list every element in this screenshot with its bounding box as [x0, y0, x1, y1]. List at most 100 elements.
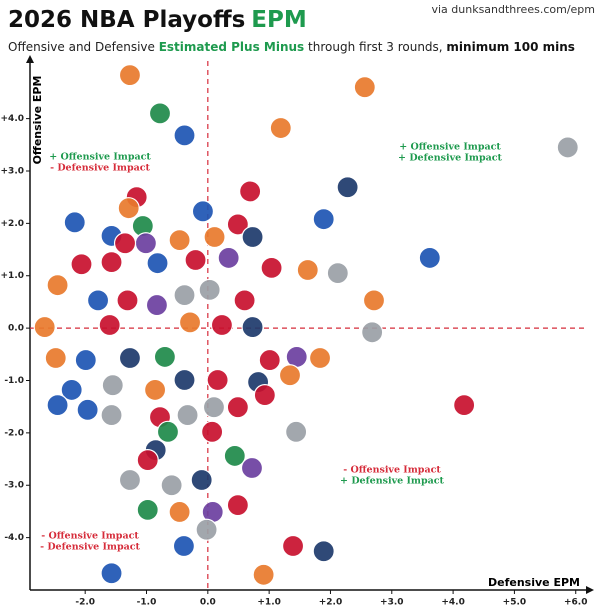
player-point	[101, 374, 124, 397]
player-point	[46, 274, 69, 297]
player-point	[252, 563, 275, 586]
player-point	[136, 498, 159, 521]
title-main: 2026 NBA Playoffs	[8, 7, 245, 33]
player-point	[453, 394, 476, 417]
player-point	[241, 315, 264, 339]
player-point	[98, 313, 121, 337]
player-point	[198, 278, 221, 301]
player-point	[116, 289, 139, 312]
player-point	[63, 211, 86, 234]
player-point	[168, 229, 191, 252]
quadrant-annotation: + Offensive Impact	[49, 152, 151, 163]
x-tick-label: +1.0	[257, 598, 280, 608]
player-point	[44, 346, 67, 370]
player-point	[190, 468, 213, 492]
player-point	[184, 248, 207, 272]
player-point	[118, 346, 142, 370]
player-point	[206, 368, 229, 392]
quadrant-annotation: + Offensive Impact	[399, 142, 501, 153]
player-point	[195, 518, 218, 541]
subtitle-part: Estimated Plus Minus	[159, 40, 305, 54]
player-point	[556, 136, 579, 159]
y-tick-label: +2.0	[1, 219, 24, 229]
player-point	[296, 258, 319, 282]
player-point	[191, 200, 215, 223]
player-point	[203, 225, 226, 249]
player-point	[33, 315, 56, 339]
y-tick-label: -2.0	[4, 428, 24, 438]
player-point	[118, 468, 142, 492]
player-point	[153, 345, 177, 369]
player-point	[172, 534, 196, 558]
player-point	[178, 311, 202, 334]
title-highlight: EPM	[251, 7, 306, 33]
quadrant-annotation: + Defensive Impact	[340, 476, 444, 487]
player-point	[173, 124, 196, 147]
player-point	[148, 102, 172, 125]
player-point	[312, 540, 335, 563]
subtitle-part: through first 3 rounds,	[304, 40, 446, 54]
player-point	[326, 262, 349, 285]
player-point	[201, 420, 224, 443]
y-tick-label: +4.0	[1, 114, 24, 124]
player-point	[176, 403, 199, 427]
y-tick-label: +3.0	[1, 166, 24, 176]
player-point	[70, 253, 93, 276]
player-point	[202, 396, 226, 419]
x-tick-label: +3.0	[380, 598, 403, 608]
quadrant-annotation: - Defensive Impact	[40, 542, 140, 553]
player-point	[239, 180, 262, 203]
player-point	[418, 246, 441, 270]
player-point	[60, 378, 83, 402]
player-point	[336, 176, 359, 199]
player-point	[86, 289, 110, 312]
player-point	[173, 368, 196, 392]
x-tick-label: +2.0	[319, 598, 342, 608]
source: via dunksandthrees.com/epm	[431, 3, 595, 16]
y-tick-label: -3.0	[4, 481, 24, 491]
player-point	[226, 494, 249, 517]
player-point	[226, 396, 249, 419]
player-point	[118, 64, 142, 87]
chart-title: 2026 NBA Playoffs EPM	[8, 7, 307, 33]
player-point	[145, 293, 169, 317]
player-point	[117, 197, 140, 220]
player-point	[217, 246, 240, 270]
player-point	[233, 289, 256, 312]
player-point	[100, 251, 123, 274]
player-point	[362, 289, 386, 312]
player-point	[361, 321, 384, 344]
x-tick-label: -2.0	[75, 598, 95, 608]
player-point	[134, 232, 157, 255]
player-point	[160, 474, 183, 497]
player-point	[285, 420, 308, 443]
player-point	[226, 213, 249, 236]
quadrant-annotation: - Offensive Impact	[41, 531, 139, 542]
player-point	[46, 394, 69, 417]
player-point	[173, 284, 196, 307]
player-point	[260, 256, 283, 279]
player-point	[258, 348, 281, 372]
y-axis-arrow	[26, 55, 34, 63]
subtitle: Offensive and Defensive Estimated Plus M…	[8, 40, 575, 54]
player-point	[353, 76, 376, 99]
y-tick-label: -1.0	[4, 376, 24, 386]
x-tick-label: 0.0	[200, 598, 216, 608]
player-point	[168, 500, 191, 524]
quadrant-annotation: + Defensive Impact	[398, 153, 502, 164]
y-tick-label: 0.0	[8, 324, 24, 334]
player-point	[100, 562, 123, 585]
player-point	[278, 364, 302, 387]
player-point	[312, 208, 335, 231]
player-point	[113, 232, 137, 255]
player-point	[74, 348, 97, 372]
player-point	[136, 449, 159, 472]
quadrant-annotation: - Offensive Impact	[343, 465, 441, 476]
x-tick-label: +4.0	[441, 598, 464, 608]
player-point	[269, 116, 292, 140]
player-point	[210, 313, 234, 337]
x-axis-label: Defensive EPM	[488, 576, 580, 589]
player-point	[308, 346, 332, 370]
x-tick-label: +5.0	[503, 598, 526, 608]
